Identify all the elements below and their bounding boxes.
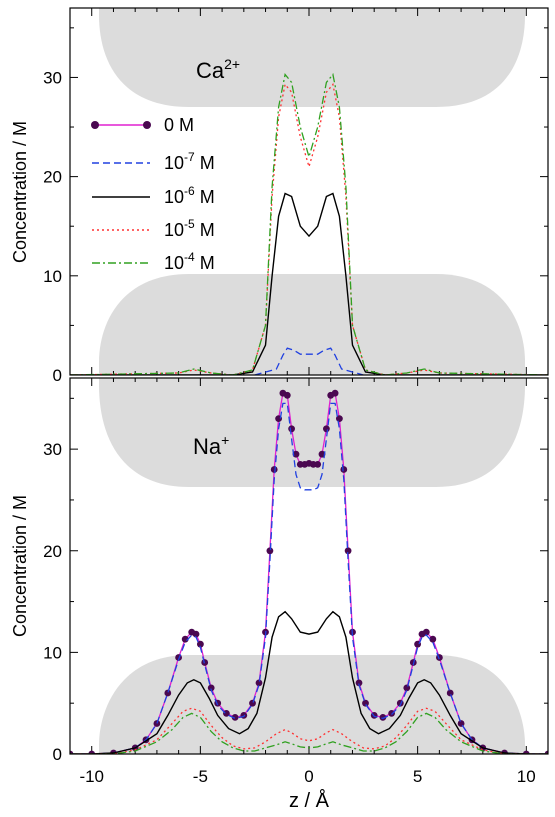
bottom-series-marker-s0 bbox=[379, 714, 387, 721]
bottom-series-marker-s0 bbox=[192, 630, 200, 638]
bottom-series-marker-s0 bbox=[336, 415, 343, 422]
bottom-y-tick-label: 0 bbox=[53, 745, 62, 764]
bottom-series-line-s7 bbox=[70, 402, 548, 754]
top-y-axis-label: Concentration / M bbox=[10, 121, 30, 263]
legend-label-s5: 10-5 M bbox=[164, 217, 215, 240]
bottom-series-marker-s0 bbox=[88, 750, 96, 754]
top-pore-wall-lower bbox=[99, 274, 525, 375]
top-pore-walls bbox=[99, 8, 525, 375]
bottom-series-marker-s0 bbox=[436, 654, 443, 661]
legend-label-s0: 0 M bbox=[164, 115, 194, 135]
bottom-series-line-s5 bbox=[70, 707, 548, 754]
bottom-series-marker-s0 bbox=[446, 689, 454, 697]
top-series-line-s7 bbox=[254, 347, 364, 375]
top-plot-frame bbox=[69, 7, 549, 376]
panel-top: 0 10 20 30 Ca2+ 0 M 10-7 M 10-6 M 10-5 M 10-4 M… bbox=[10, 7, 549, 385]
bottom-series-marker-s0 bbox=[429, 635, 437, 643]
legend-label-s6: 10-6 M bbox=[164, 184, 215, 207]
panel-bottom: -10 -5 0 5 10 0 10 20 30 Na+ Concentration / M z… bbox=[10, 377, 549, 812]
bottom-series-marker-s0 bbox=[288, 425, 295, 433]
bottom-series-marker-s0 bbox=[270, 466, 278, 473]
bottom-series-marker-s0 bbox=[422, 628, 430, 636]
x-tick-label: 0 bbox=[304, 767, 313, 786]
legend-marker-end bbox=[143, 121, 151, 129]
bottom-series-marker-s0 bbox=[362, 699, 369, 707]
bottom-y-tick-label: 30 bbox=[43, 440, 62, 459]
bottom-series-marker-s0 bbox=[164, 689, 172, 697]
bottom-series-line-s4 bbox=[70, 712, 548, 754]
bottom-series-marker-s0 bbox=[340, 466, 348, 473]
x-tick-label: 10 bbox=[517, 767, 536, 786]
top-y-tick-label: 10 bbox=[43, 267, 62, 286]
top-y-tick-label: 0 bbox=[53, 366, 62, 385]
top-pore-wall-upper bbox=[99, 8, 525, 107]
bottom-series-marker-s0 bbox=[355, 679, 363, 687]
bottom-series-marker-s0 bbox=[323, 425, 330, 433]
top-series-line-s6 bbox=[70, 192, 548, 375]
bottom-pore-walls bbox=[99, 378, 525, 754]
bottom-series-marker-s0 bbox=[197, 640, 204, 648]
bottom-axis-ticks: -10 -5 0 5 10 0 10 20 30 bbox=[43, 378, 549, 786]
bottom-series-line-s6 bbox=[70, 610, 548, 754]
bottom-y-axis-label: Concentration / M bbox=[10, 495, 30, 637]
top-y-tick-label: 20 bbox=[43, 168, 62, 187]
top-ion-label: Ca2+ bbox=[196, 56, 240, 83]
top-series-lines bbox=[70, 73, 548, 375]
bottom-series-marker-s0 bbox=[70, 750, 74, 754]
x-axis-label: z / Å bbox=[289, 789, 330, 812]
x-tick-label: 5 bbox=[413, 767, 422, 786]
legend-marker-start bbox=[91, 121, 99, 129]
bottom-series-marker-s0 bbox=[331, 389, 339, 397]
bottom-pore-wall-upper bbox=[99, 378, 525, 487]
bottom-pore-wall-lower bbox=[99, 655, 525, 754]
top-y-tick-label: 30 bbox=[43, 68, 62, 87]
bottom-series-marker-s0 bbox=[522, 750, 530, 754]
bottom-series-marker-s0 bbox=[153, 720, 161, 727]
bottom-series-marker-s0 bbox=[255, 679, 263, 687]
bottom-series-marker-s0 bbox=[314, 461, 322, 468]
bottom-series-marker-s0 bbox=[544, 750, 548, 754]
bottom-y-tick-label: 20 bbox=[43, 542, 62, 561]
bottom-series-lines bbox=[70, 389, 548, 754]
x-tick-label: -5 bbox=[193, 767, 208, 786]
bottom-series-marker-s0 bbox=[207, 684, 215, 692]
bottom-plot-frame bbox=[69, 377, 549, 755]
bottom-series-marker-s0 bbox=[249, 699, 256, 707]
bottom-series-marker-s0 bbox=[344, 547, 352, 555]
bottom-y-tick-label: 10 bbox=[43, 643, 62, 662]
bottom-series-marker-s0 bbox=[457, 720, 465, 727]
x-tick-label: -10 bbox=[79, 767, 104, 786]
legend-label-s7: 10-7 M bbox=[164, 150, 215, 173]
bottom-series-marker-s0 bbox=[231, 714, 239, 721]
bottom-series-marker-s0 bbox=[283, 391, 291, 399]
bottom-series-marker-s0 bbox=[403, 684, 411, 692]
legend-label-s4: 10-4 M bbox=[164, 250, 215, 273]
bottom-series-marker-s0 bbox=[266, 547, 274, 555]
legend: 0 M 10-7 M 10-6 M 10-5 M 10-4 M bbox=[91, 115, 215, 273]
bottom-ion-label: Na+ bbox=[193, 432, 229, 459]
